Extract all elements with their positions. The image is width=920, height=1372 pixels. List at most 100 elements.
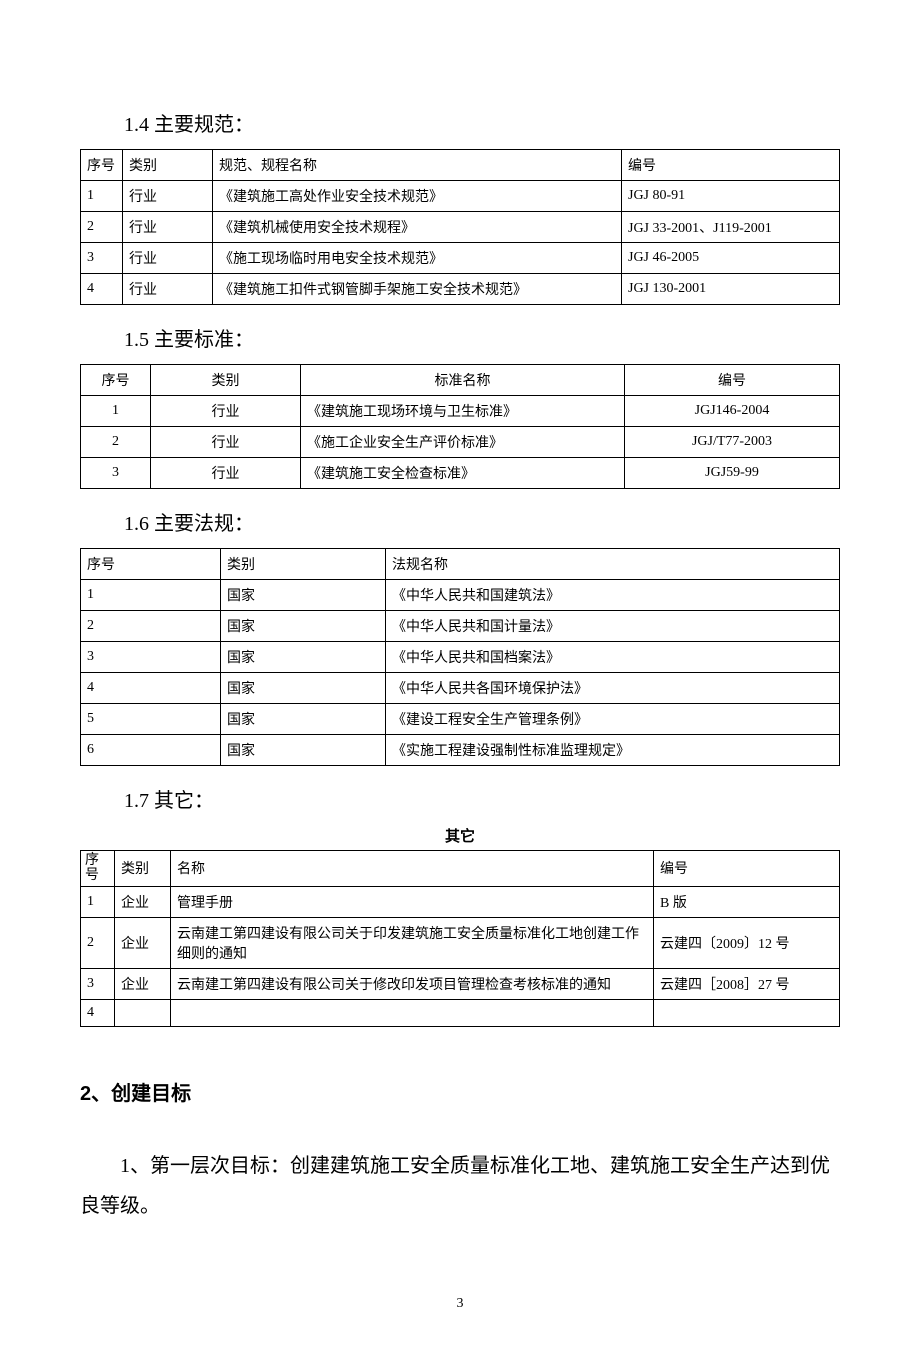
cell-name: 《中华人民共和国档案法》 xyxy=(386,642,840,673)
cell-code: JGJ 80-91 xyxy=(622,181,840,212)
cell-category: 国家 xyxy=(221,580,386,611)
cell-name xyxy=(171,999,654,1026)
cell-code: 云建四［2008］27 号 xyxy=(654,968,840,999)
th-name: 规范、规程名称 xyxy=(213,150,622,181)
cell-code: 云建四〔2009〕12 号 xyxy=(654,917,840,968)
cell-category: 企业 xyxy=(115,886,171,917)
heading-1-7: 1.7 其它： xyxy=(124,784,840,813)
cell-name: 云南建工第四建设有限公司关于印发建筑施工安全质量标准化工地创建工作细则的通知 xyxy=(171,917,654,968)
table-header-row: 序号 类别 规范、规程名称 编号 xyxy=(81,150,840,181)
table-header-row: 序号 类别 名称 编号 xyxy=(81,851,840,887)
cell-seq: 1 xyxy=(81,181,123,212)
table-row: 5 国家 《建设工程安全生产管理条例》 xyxy=(81,704,840,735)
table-laws: 序号 类别 法规名称 1 国家 《中华人民共和国建筑法》 2 国家 《中华人民共… xyxy=(80,548,840,766)
th-name: 法规名称 xyxy=(386,549,840,580)
table-row: 3 行业 《施工现场临时用电安全技术规范》 JGJ 46-2005 xyxy=(81,243,840,274)
cell-name: 管理手册 xyxy=(171,886,654,917)
th-seq: 序号 xyxy=(81,549,221,580)
cell-category xyxy=(115,999,171,1026)
table-header-row: 序号 类别 标准名称 编号 xyxy=(81,365,840,396)
cell-category: 企业 xyxy=(115,917,171,968)
table-regulations: 序号 类别 规范、规程名称 编号 1 行业 《建筑施工高处作业安全技术规范》 J… xyxy=(80,149,840,305)
cell-category: 行业 xyxy=(151,427,301,458)
table-row: 1 行业 《建筑施工高处作业安全技术规范》 JGJ 80-91 xyxy=(81,181,840,212)
cell-seq: 1 xyxy=(81,396,151,427)
cell-name: 《中华人民共各国环境保护法》 xyxy=(386,673,840,704)
table-row: 1 行业 《建筑施工现场环境与卫生标准》 JGJ146-2004 xyxy=(81,396,840,427)
cell-seq: 2 xyxy=(81,427,151,458)
table-row: 3 行业 《建筑施工安全检查标准》 JGJ59-99 xyxy=(81,458,840,489)
th-code: 编号 xyxy=(654,851,840,887)
page-number: 3 xyxy=(80,1296,840,1312)
cell-seq: 1 xyxy=(81,886,115,917)
cell-category: 行业 xyxy=(151,458,301,489)
cell-category: 企业 xyxy=(115,968,171,999)
cell-code: JGJ59-99 xyxy=(625,458,840,489)
cell-seq: 3 xyxy=(81,968,115,999)
cell-seq: 1 xyxy=(81,580,221,611)
cell-seq: 4 xyxy=(81,999,115,1026)
cell-seq: 2 xyxy=(81,611,221,642)
table-other-caption: 其它 xyxy=(80,825,840,846)
th-category: 类别 xyxy=(115,851,171,887)
cell-name: 《中华人民共和国计量法》 xyxy=(386,611,840,642)
cell-category: 行业 xyxy=(123,212,213,243)
table-row: 1 国家 《中华人民共和国建筑法》 xyxy=(81,580,840,611)
cell-name: 《施工企业安全生产评价标准》 xyxy=(301,427,625,458)
th-category: 类别 xyxy=(151,365,301,396)
cell-seq: 2 xyxy=(81,917,115,968)
th-name: 标准名称 xyxy=(301,365,625,396)
table-row: 3 国家 《中华人民共和国档案法》 xyxy=(81,642,840,673)
cell-code: JGJ/T77-2003 xyxy=(625,427,840,458)
cell-category: 国家 xyxy=(221,642,386,673)
cell-code: JGJ 130-2001 xyxy=(622,274,840,305)
th-category: 类别 xyxy=(221,549,386,580)
heading-1-4: 1.4 主要规范： xyxy=(124,108,840,137)
heading-2: 2、创建目标 xyxy=(80,1077,840,1106)
cell-name: 《建筑机械使用安全技术规程》 xyxy=(213,212,622,243)
cell-category: 国家 xyxy=(221,673,386,704)
table-row: 2 行业 《建筑机械使用安全技术规程》 JGJ 33-2001、J119-200… xyxy=(81,212,840,243)
cell-category: 行业 xyxy=(123,274,213,305)
table-row: 2 企业 云南建工第四建设有限公司关于印发建筑施工安全质量标准化工地创建工作细则… xyxy=(81,917,840,968)
cell-code: JGJ 33-2001、J119-2001 xyxy=(622,212,840,243)
table-row: 3 企业 云南建工第四建设有限公司关于修改印发项目管理检查考核标准的通知 云建四… xyxy=(81,968,840,999)
cell-seq: 4 xyxy=(81,274,123,305)
table-row: 6 国家 《实施工程建设强制性标准监理规定》 xyxy=(81,735,840,766)
th-name: 名称 xyxy=(171,851,654,887)
cell-name: 《建筑施工扣件式钢管脚手架施工安全技术规范》 xyxy=(213,274,622,305)
table-row: 4 行业 《建筑施工扣件式钢管脚手架施工安全技术规范》 JGJ 130-2001 xyxy=(81,274,840,305)
th-seq: 序号 xyxy=(81,150,123,181)
cell-seq: 2 xyxy=(81,212,123,243)
th-category: 类别 xyxy=(123,150,213,181)
cell-name: 《中华人民共和国建筑法》 xyxy=(386,580,840,611)
table-standards: 序号 类别 标准名称 编号 1 行业 《建筑施工现场环境与卫生标准》 JGJ14… xyxy=(80,364,840,489)
cell-name: 云南建工第四建设有限公司关于修改印发项目管理检查考核标准的通知 xyxy=(171,968,654,999)
cell-seq: 3 xyxy=(81,243,123,274)
cell-name: 《建筑施工现场环境与卫生标准》 xyxy=(301,396,625,427)
cell-code: B 版 xyxy=(654,886,840,917)
table-row: 2 行业 《施工企业安全生产评价标准》 JGJ/T77-2003 xyxy=(81,427,840,458)
cell-code: JGJ 46-2005 xyxy=(622,243,840,274)
cell-category: 行业 xyxy=(151,396,301,427)
table-header-row: 序号 类别 法规名称 xyxy=(81,549,840,580)
table-row: 4 xyxy=(81,999,840,1026)
cell-category: 国家 xyxy=(221,611,386,642)
cell-name: 《实施工程建设强制性标准监理规定》 xyxy=(386,735,840,766)
cell-name: 《建设工程安全生产管理条例》 xyxy=(386,704,840,735)
cell-category: 行业 xyxy=(123,243,213,274)
cell-category: 国家 xyxy=(221,735,386,766)
th-seq: 序号 xyxy=(81,851,115,887)
cell-code xyxy=(654,999,840,1026)
table-row: 2 国家 《中华人民共和国计量法》 xyxy=(81,611,840,642)
cell-seq: 3 xyxy=(81,458,151,489)
cell-category: 行业 xyxy=(123,181,213,212)
paragraph-body: 1、第一层次目标：创建建筑施工安全质量标准化工地、建筑施工安全生产达到优良等级。 xyxy=(80,1146,840,1226)
cell-category: 国家 xyxy=(221,704,386,735)
cell-name: 《建筑施工安全检查标准》 xyxy=(301,458,625,489)
cell-seq: 3 xyxy=(81,642,221,673)
cell-seq: 6 xyxy=(81,735,221,766)
table-other: 序号 类别 名称 编号 1 企业 管理手册 B 版 2 企业 云南建工第四建设有… xyxy=(80,850,840,1027)
cell-name: 《施工现场临时用电安全技术规范》 xyxy=(213,243,622,274)
cell-name: 《建筑施工高处作业安全技术规范》 xyxy=(213,181,622,212)
